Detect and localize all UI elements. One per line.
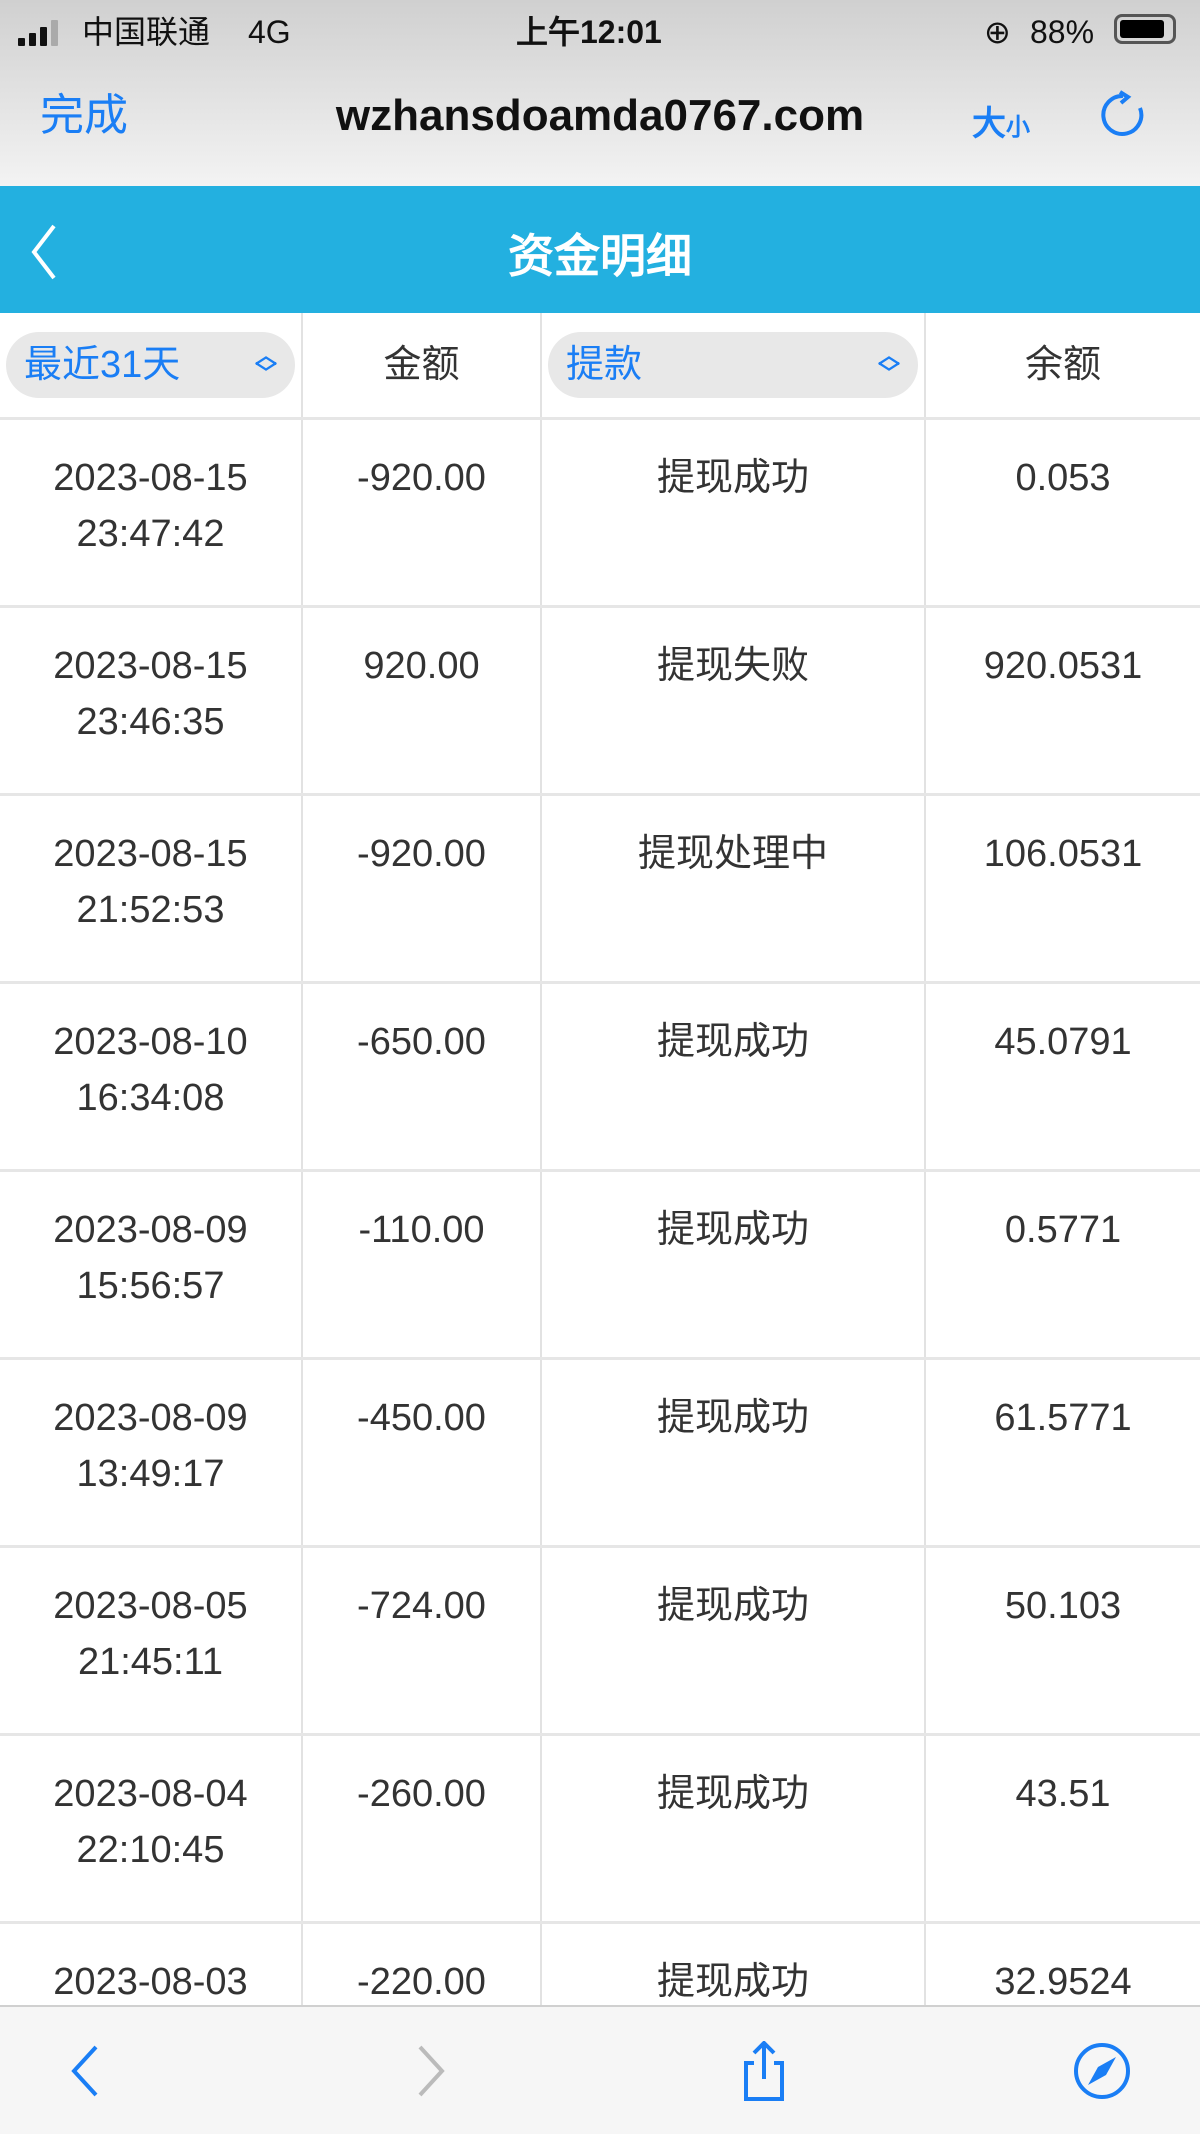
date: 2023-08-15	[53, 832, 248, 875]
amount-cell: -260.00	[302, 1734, 542, 1924]
text-size-big: 大	[972, 105, 1006, 143]
clock: 上午12:01	[516, 14, 662, 50]
table-row: 2023-08-09 15:56:57 -110.00 提现成功 0.5771	[0, 1170, 1200, 1360]
time: 13:49:17	[76, 1452, 225, 1495]
browser-chrome: 中国联通 4G 上午12:01 ⊕ 88% 完成 wzhansdoamda076…	[0, 0, 1200, 186]
date: 2023-08-09	[53, 1396, 248, 1439]
chevron-updown-icon: ︿ ﹀	[254, 342, 277, 386]
back-arrow-icon[interactable]	[24, 222, 64, 282]
table-row: 2023-08-09 13:49:17 -450.00 提现成功 61.5771	[0, 1358, 1200, 1548]
amount-cell: -650.00	[302, 982, 542, 1172]
url-address[interactable]: wzhansdoamda0767.com	[335, 91, 865, 140]
datetime-cell: 2023-08-15 21:52:53	[0, 794, 303, 984]
time: 21:52:53	[76, 888, 225, 931]
time: 23:47:42	[76, 512, 225, 555]
status-cell: 提现成功	[541, 1358, 926, 1548]
battery-percent: 88%	[1030, 14, 1095, 50]
date: 2023-08-15	[53, 644, 248, 687]
datetime-cell: 2023-08-05 21:45:11	[0, 1546, 303, 1736]
date: 2023-08-15	[53, 456, 248, 499]
datetime-cell: 2023-08-04 22:10:45	[0, 1734, 303, 1924]
date: 2023-08-03	[53, 1960, 248, 2003]
datetime-cell: 2023-08-15 23:47:42	[0, 418, 303, 608]
datetime-cell: 2023-08-09 15:56:57	[0, 1170, 303, 1360]
balance-cell: 45.0791	[925, 982, 1200, 1172]
period-filter-value: 最近31天	[24, 343, 181, 386]
balance-cell: 920.0531	[925, 606, 1200, 796]
balance-cell: 0.053	[925, 418, 1200, 608]
forward-icon[interactable]	[400, 2041, 460, 2101]
reload-icon[interactable]	[1096, 88, 1150, 142]
funds-table: 最近31天 ︿ ﹀ 金额 提款 ︿ ﹀ 余额 2023-08-15 23:47:42 -9…	[0, 313, 1200, 2112]
type-filter-value: 提款	[566, 343, 643, 386]
amount-cell: -110.00	[302, 1170, 542, 1360]
compass-icon[interactable]	[1072, 2041, 1132, 2101]
status-cell: 提现失败	[541, 606, 926, 796]
date: 2023-08-05	[53, 1584, 248, 1627]
time: 15:56:57	[76, 1264, 225, 1307]
status-cell: 提现成功	[541, 1170, 926, 1360]
balance-cell: 106.0531	[925, 794, 1200, 984]
table-header: 最近31天 ︿ ﹀ 金额 提款 ︿ ﹀ 余额	[0, 313, 1200, 420]
back-icon[interactable]	[56, 2041, 116, 2101]
table-row: 2023-08-15 21:52:53 -920.00 提现处理中 106.053…	[0, 794, 1200, 984]
amount-cell: -920.00	[302, 418, 542, 608]
status-cell: 提现成功	[541, 418, 926, 608]
balance-cell: 61.5771	[925, 1358, 1200, 1548]
time: 16:34:08	[76, 1076, 225, 1119]
type-filter-select[interactable]: 提款 ︿ ﹀	[548, 331, 918, 398]
amount-cell: 920.00	[302, 606, 542, 796]
datetime-cell: 2023-08-10 16:34:08	[0, 982, 303, 1172]
status-cell: 提现成功	[541, 1546, 926, 1736]
table-row: 2023-08-10 16:34:08 -650.00 提现成功 45.0791	[0, 982, 1200, 1172]
page-header: 资金明细	[0, 186, 1200, 313]
table-row: 2023-08-05 21:45:11 -724.00 提现成功 50.103	[0, 1546, 1200, 1736]
text-size-small: 小	[1006, 114, 1030, 141]
amount-cell: -724.00	[302, 1546, 542, 1736]
done-button[interactable]: 完成	[40, 91, 128, 140]
time: 22:10:45	[76, 1828, 225, 1871]
status-cell: 提现成功	[541, 982, 926, 1172]
time: 23:46:35	[76, 700, 225, 743]
status-cell: 提现处理中	[541, 794, 926, 984]
carrier: 中国联通	[82, 14, 211, 50]
col-amount: 金额	[302, 313, 542, 420]
table-row: 2023-08-15 23:46:35 920.00 提现失败 920.0531	[0, 606, 1200, 796]
status-cell: 提现成功	[541, 1734, 926, 1924]
table-row: 2023-08-04 22:10:45 -260.00 提现成功 43.51	[0, 1734, 1200, 1924]
rotation-lock-icon: ⊕	[984, 14, 1011, 50]
amount-cell: -450.00	[302, 1358, 542, 1548]
chevron-updown-icon: ︿ ﹀	[877, 342, 900, 386]
period-filter-select[interactable]: 最近31天 ︿ ﹀	[6, 331, 295, 398]
network: 4G	[248, 14, 291, 50]
text-size-button[interactable]: 大小	[972, 96, 1030, 145]
amount-cell: -920.00	[302, 794, 542, 984]
time: 21:45:11	[77, 1640, 224, 1683]
date: 2023-08-04	[53, 1772, 248, 1815]
balance-cell: 0.5771	[925, 1170, 1200, 1360]
col-balance: 余额	[925, 313, 1200, 420]
signal-icon	[18, 20, 58, 46]
balance-cell: 50.103	[925, 1546, 1200, 1736]
datetime-cell: 2023-08-09 13:49:17	[0, 1358, 303, 1548]
table-row: 2023-08-15 23:47:42 -920.00 提现成功 0.053	[0, 418, 1200, 608]
date: 2023-08-09	[53, 1208, 248, 1251]
balance-cell: 43.51	[925, 1734, 1200, 1924]
share-icon[interactable]	[734, 2041, 794, 2101]
battery-icon	[1114, 14, 1176, 44]
browser-toolbar	[0, 2005, 1200, 2134]
page-title: 资金明细	[508, 230, 692, 282]
datetime-cell: 2023-08-15 23:46:35	[0, 606, 303, 796]
date: 2023-08-10	[53, 1020, 248, 1063]
